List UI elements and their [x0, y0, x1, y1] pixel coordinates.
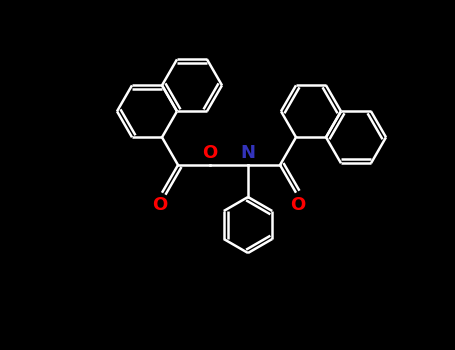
- Text: O: O: [290, 196, 306, 214]
- Text: O: O: [202, 144, 217, 162]
- Text: N: N: [241, 144, 256, 162]
- Text: O: O: [152, 196, 167, 214]
